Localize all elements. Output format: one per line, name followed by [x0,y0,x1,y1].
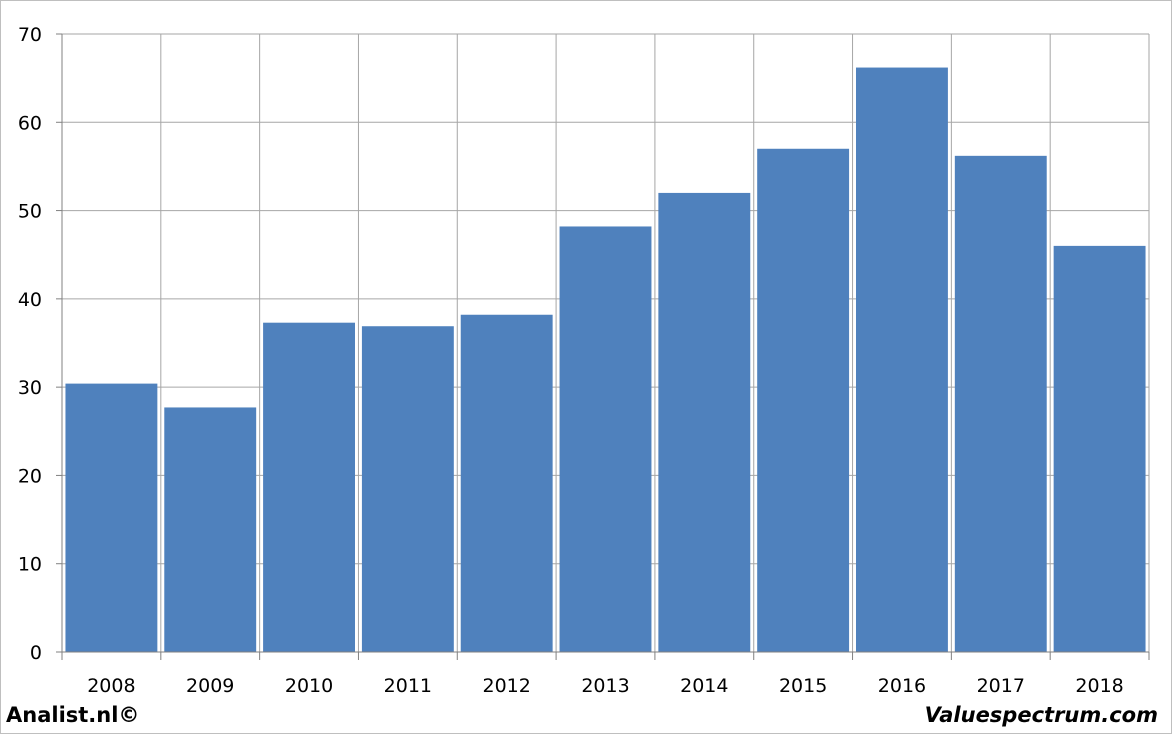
bar-2017 [954,155,1047,652]
bar-2008 [65,383,158,652]
bar-2013 [559,226,652,652]
x-tick-label: 2017 [977,675,1025,697]
bar-2014 [658,192,751,652]
x-tick-labels: 2008 2009 2010 2011 2012 2013 2014 2015 2016 2017… [87,675,1124,697]
bar-2015 [757,148,850,652]
bar-2010 [263,322,355,652]
x-tick-label: 2018 [1075,675,1123,697]
y-tick-label: 10 [18,554,42,576]
footer-left-credit: Analist.nl© [6,703,140,727]
x-tick-label: 2014 [680,675,728,697]
bar-2009 [164,407,257,652]
x-tick-label: 2013 [581,675,629,697]
x-tick-label: 2016 [878,675,926,697]
y-tick-label: 40 [18,289,42,311]
x-tick-label: 2011 [384,675,432,697]
bar-2012 [460,314,553,652]
y-tick-label: 0 [30,642,42,664]
y-tick-label: 20 [18,465,42,487]
bar-chart: 0 10 20 30 40 50 60 70 2008 2009 2010 2011 2012 2013… [18,24,1150,697]
bar-2016 [856,67,948,652]
x-tick-label: 2010 [285,675,333,697]
x-tick-label: 2015 [779,675,827,697]
bar-2018 [1053,245,1146,652]
axes [56,33,1150,660]
y-tick-labels: 0 10 20 30 40 50 60 70 [18,24,42,664]
x-tick-label: 2012 [483,675,531,697]
bar-2011 [361,326,454,652]
x-tick-label: 2009 [186,675,234,697]
y-tick-label: 70 [18,24,42,46]
y-tick-label: 30 [18,377,42,399]
x-tick-label: 2008 [87,675,135,697]
y-tick-label: 60 [18,112,42,134]
y-tick-label: 50 [18,201,42,223]
bars [65,67,1146,652]
footer-right-credit: Valuespectrum.com [924,703,1158,727]
